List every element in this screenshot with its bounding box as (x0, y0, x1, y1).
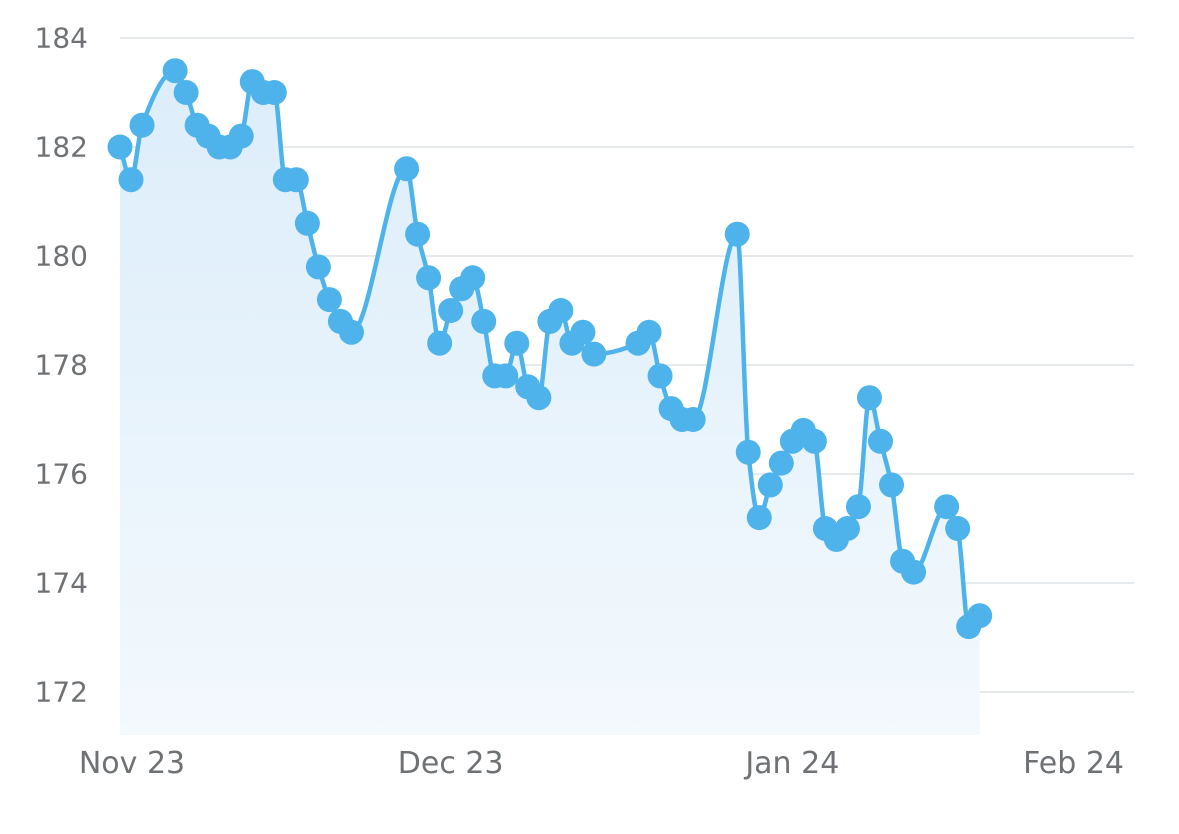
data-point (427, 330, 453, 356)
y-tick-label: 180 (35, 240, 88, 273)
data-point (283, 167, 309, 193)
data-point (879, 472, 905, 498)
data-point (757, 472, 783, 498)
data-points (107, 58, 993, 640)
data-point (735, 439, 761, 465)
y-axis: 172 174 176 178 180 182 184 (35, 22, 88, 709)
x-axis: Nov 23 Dec 23 Jan 24 Feb 24 (79, 746, 1124, 781)
data-point (768, 450, 794, 476)
data-point (162, 58, 188, 84)
data-point (107, 134, 133, 160)
data-point (118, 167, 144, 193)
data-point (405, 221, 431, 247)
data-point (460, 265, 486, 291)
y-tick-label: 184 (35, 22, 88, 55)
x-tick-label: Jan 24 (743, 746, 839, 781)
data-point (504, 330, 530, 356)
data-point (868, 428, 893, 454)
data-point (581, 341, 607, 367)
x-tick-label: Feb 24 (1023, 746, 1124, 781)
y-tick-label: 174 (35, 567, 88, 600)
data-point (471, 308, 497, 334)
data-point (845, 494, 871, 520)
data-point (724, 221, 750, 247)
data-point (294, 210, 320, 236)
data-point (967, 603, 993, 629)
data-point (746, 505, 772, 531)
data-point (570, 319, 596, 345)
y-tick-label: 172 (35, 676, 88, 709)
data-point (945, 516, 971, 541)
y-tick-label: 178 (35, 349, 88, 382)
data-point (856, 385, 882, 411)
data-point (316, 287, 342, 313)
data-point (934, 494, 960, 520)
data-point (305, 254, 331, 280)
data-point (129, 112, 155, 138)
data-point (901, 559, 927, 585)
x-tick-label: Nov 23 (79, 746, 185, 781)
data-point (173, 80, 199, 105)
data-point (261, 80, 287, 105)
data-point (801, 428, 827, 454)
data-point (394, 156, 420, 182)
y-tick-label: 182 (35, 131, 88, 164)
data-point (526, 385, 552, 411)
data-point (548, 298, 574, 323)
data-point (493, 363, 519, 389)
x-tick-label: Dec 23 (398, 746, 504, 781)
data-point (636, 319, 662, 345)
data-point (416, 265, 442, 291)
data-point (338, 319, 364, 345)
data-point (834, 516, 860, 541)
data-point (680, 407, 706, 432)
data-point (438, 298, 464, 323)
data-point (228, 123, 254, 149)
y-tick-label: 176 (35, 458, 88, 491)
data-point (647, 363, 673, 389)
